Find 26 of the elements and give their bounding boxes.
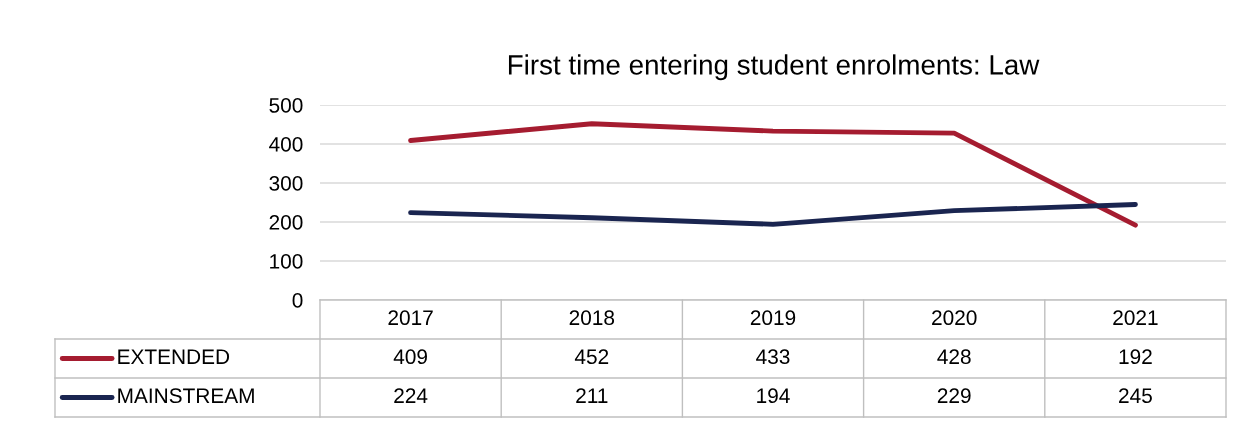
line-series <box>408 202 1138 227</box>
data-label: 192 <box>1119 349 1152 365</box>
x-tick-label: 2018 <box>569 310 615 326</box>
data-label: 229 <box>937 388 971 404</box>
line-series <box>408 121 1138 228</box>
data-label: 433 <box>756 349 790 365</box>
y-tick-label: 0 <box>292 293 303 308</box>
data-label: 409 <box>393 349 427 365</box>
data-label: 452 <box>574 349 609 365</box>
y-tick-label: 100 <box>270 254 303 269</box>
y-tick-label: 200 <box>269 215 303 230</box>
legend-label: EXTENDED <box>118 349 230 364</box>
data-label: 245 <box>1119 388 1152 404</box>
x-tick-label: 2017 <box>388 310 433 326</box>
data-label: 211 <box>576 388 608 403</box>
data-label: 224 <box>394 388 428 403</box>
data-label: 194 <box>757 388 790 404</box>
x-tick-label: 2020 <box>932 310 977 326</box>
chart-title: First time entering student enrolments: Law <box>508 54 1040 81</box>
x-tick-label: 2021 <box>1113 310 1158 326</box>
data-label: 428 <box>937 349 971 365</box>
legend-label: MAINSTREAM <box>118 388 254 404</box>
y-tick-label: 400 <box>269 137 303 152</box>
y-tick-label: 300 <box>269 176 303 191</box>
y-tick-label: 500 <box>269 98 303 113</box>
x-tick-label: 2019 <box>750 310 796 326</box>
